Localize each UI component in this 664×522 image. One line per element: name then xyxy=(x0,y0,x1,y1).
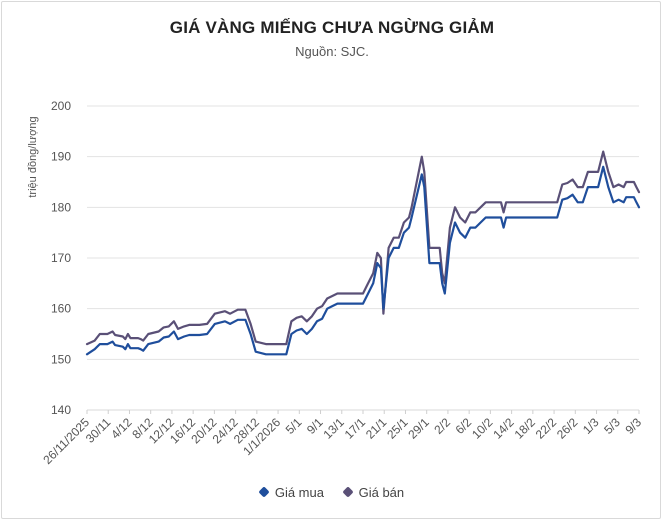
x-tick-label: 18/2 xyxy=(512,415,539,442)
series-line-gia-ban xyxy=(85,150,641,346)
x-tick-label: 5/3 xyxy=(601,415,623,437)
y-tick-label: 170 xyxy=(51,251,71,265)
x-axis-ticks: 26/11/202530/114/128/1212/1216/1220/1224… xyxy=(40,410,644,467)
x-tick-label: 1/3 xyxy=(580,415,602,437)
x-tick-label: 21/1 xyxy=(363,415,390,442)
y-tick-label: 160 xyxy=(51,302,71,316)
x-tick-label: 13/1 xyxy=(320,415,347,442)
y-tick-label: 150 xyxy=(51,352,71,366)
x-tick-label: 10/2 xyxy=(469,415,496,442)
x-tick-label: 25/1 xyxy=(384,415,411,442)
x-tick-label: 14/2 xyxy=(490,415,517,442)
x-tick-label: 26/2 xyxy=(554,415,581,442)
x-tick-label: 29/1 xyxy=(405,415,432,442)
x-tick-label: 17/1 xyxy=(342,415,369,442)
series-line-gia-mua xyxy=(85,165,641,356)
y-axis-label: triệu đồng/lượng xyxy=(27,116,39,197)
chart-title: GIÁ VÀNG MIẾNG CHƯA NGỪNG GIẢM xyxy=(169,18,495,37)
x-tick-label: 9/3 xyxy=(622,415,644,437)
y-tick-label: 180 xyxy=(51,200,71,214)
x-tick-label: 26/11/2025 xyxy=(40,415,92,467)
y-tick-label: 140 xyxy=(51,403,71,417)
legend: Giá mua Giá bán xyxy=(0,484,664,500)
x-tick-label: 4/12 xyxy=(108,415,135,442)
legend-marker-icon xyxy=(258,486,270,498)
legend-label: Giá mua xyxy=(274,484,324,500)
y-axis-ticks: 140 150 160 170 180 190 200 xyxy=(51,99,71,417)
series-lines xyxy=(85,150,641,356)
y-tick-label: 190 xyxy=(51,150,71,164)
legend-label: Giá bán xyxy=(358,484,405,500)
chart-subtitle: Nguồn: SJC. xyxy=(295,44,369,59)
y-tick-label: 200 xyxy=(51,99,71,113)
legend-marker-icon xyxy=(341,486,354,498)
x-tick-label: 2/2 xyxy=(431,415,453,437)
x-tick-label: 5/1 xyxy=(283,415,305,437)
legend-item-gia-mua[interactable]: Giá mua xyxy=(258,484,324,500)
gridlines xyxy=(87,105,639,360)
x-tick-label: 22/2 xyxy=(533,415,560,442)
legend-item-gia-ban[interactable]: Giá bán xyxy=(341,484,405,500)
